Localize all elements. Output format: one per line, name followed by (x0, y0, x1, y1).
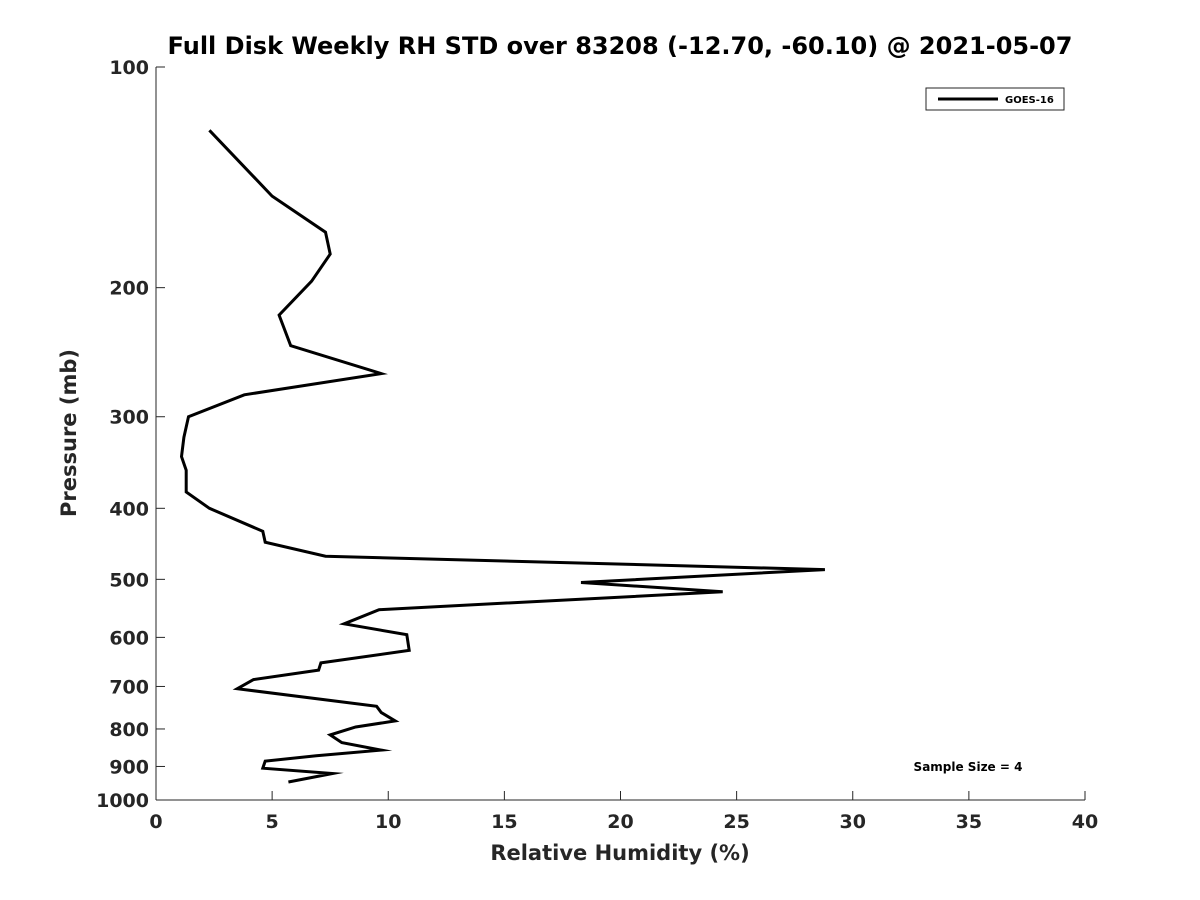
x-tick-label: 30 (840, 811, 866, 833)
y-tick-label: 700 (109, 676, 149, 698)
x-tick-label: 10 (375, 811, 401, 833)
series-layer (179, 129, 825, 784)
y-tick-label: 800 (109, 719, 149, 741)
y-tick-label: 400 (109, 498, 149, 520)
plot-area (156, 67, 1085, 800)
x-tick-label: 15 (491, 811, 517, 833)
legend-label-goes16: GOES-16 (1005, 95, 1054, 106)
x-axis-ticks: 0 5 10 15 20 25 30 35 40 (149, 791, 1098, 833)
x-tick-label: 20 (607, 811, 633, 833)
y-axis-ticks: 100 200 300 400 500 600 700 800 900 1000 (96, 57, 165, 812)
x-axis-label: Relative Humidity (%) (490, 841, 749, 865)
sample-size-annotation: Sample Size = 4 (914, 760, 1023, 774)
x-tick-label: 0 (149, 811, 162, 833)
y-tick-label: 300 (109, 407, 149, 429)
legend: GOES-16 (925, 87, 1065, 111)
y-axis-label: Pressure (mb) (57, 349, 81, 517)
y-tick-label: 500 (109, 569, 149, 591)
y-tick-label: 900 (109, 756, 149, 778)
y-tick-label: 1000 (96, 790, 149, 812)
series-line-0 (179, 129, 825, 784)
x-tick-label: 5 (266, 811, 279, 833)
x-tick-label: 25 (723, 811, 749, 833)
y-tick-label: 600 (109, 627, 149, 649)
chart-title: Full Disk Weekly RH STD over 83208 (-12.… (168, 32, 1073, 60)
y-tick-label: 200 (109, 278, 149, 300)
y-tick-label: 100 (109, 57, 149, 79)
x-tick-label: 35 (956, 811, 982, 833)
x-tick-label: 40 (1072, 811, 1098, 833)
